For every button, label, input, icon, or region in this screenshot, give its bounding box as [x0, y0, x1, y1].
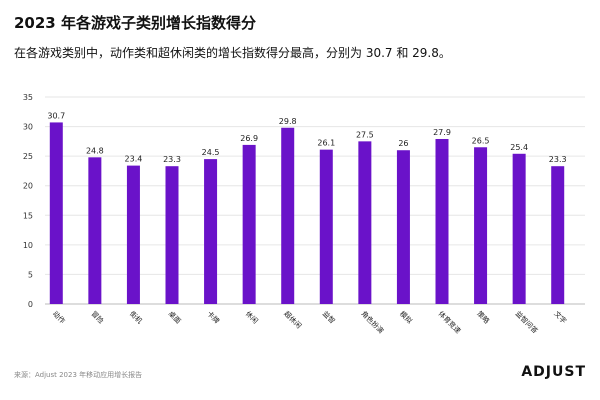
bar — [396, 150, 410, 304]
data-label: 26.9 — [240, 134, 258, 143]
x-tick-label: 体育竞速 — [437, 309, 463, 335]
y-tick-label: 0 — [28, 300, 33, 309]
y-tick-label: 10 — [23, 241, 33, 250]
bar — [242, 144, 256, 304]
bar — [281, 127, 295, 304]
bar — [512, 153, 526, 304]
data-label: 24.5 — [202, 148, 220, 157]
bar — [88, 157, 102, 304]
x-tick-label: 卡牌 — [205, 309, 221, 325]
bar-chart: 0 5 10 15 20 25 30 35 30.7 动作 24.8 冒险 23.4 街机 23.3 桌面 24… — [23, 93, 585, 335]
data-label: 29.8 — [279, 117, 297, 126]
x-tick-label: 益智 — [321, 309, 337, 325]
x-tick-label: 文字 — [552, 309, 568, 325]
bar — [358, 141, 372, 304]
x-tick-label: 动作 — [51, 309, 67, 325]
data-label: 23.3 — [549, 155, 567, 164]
bar — [319, 149, 333, 304]
data-label: 23.4 — [125, 155, 143, 164]
source-note: 来源：Adjust 2023 年移动应用增长报告 — [14, 371, 143, 379]
data-label: 26.1 — [317, 139, 335, 148]
data-label: 27.9 — [433, 128, 451, 137]
bar — [165, 166, 179, 304]
data-label: 24.8 — [86, 146, 104, 155]
bar — [49, 122, 63, 304]
y-tick-label: 5 — [28, 270, 33, 279]
y-tick-label: 30 — [23, 123, 33, 132]
x-tick-label: 冒险 — [89, 309, 105, 325]
y-tick-label: 15 — [23, 211, 33, 220]
data-label: 26 — [398, 139, 408, 148]
bar — [435, 138, 449, 304]
x-tick-label: 超休闲 — [282, 309, 303, 330]
data-label: 27.5 — [356, 130, 374, 139]
chart-subtitle: 在各游戏类别中，动作类和超休闲类的增长指数得分最高，分别为 30.7 和 29.… — [14, 46, 451, 60]
y-tick-label: 35 — [23, 93, 33, 102]
adjust-logo: ADJUST — [521, 364, 586, 380]
bar — [474, 147, 488, 304]
x-tick-label: 桌面 — [167, 309, 183, 325]
bar — [204, 159, 218, 304]
chart-title: 2023 年各游戏子类别增长指数得分 — [14, 14, 256, 32]
data-label: 30.7 — [47, 111, 65, 120]
bar — [126, 165, 140, 304]
x-tick-label: 策略 — [475, 309, 491, 325]
bar — [551, 166, 565, 304]
x-tick-label: 角色扮演 — [359, 309, 385, 335]
x-tick-label: 街机 — [128, 309, 144, 325]
data-label: 26.5 — [472, 136, 490, 145]
x-tick-label: 益智问答 — [514, 309, 540, 335]
y-tick-label: 25 — [23, 152, 33, 161]
data-label: 23.3 — [163, 155, 181, 164]
x-tick-label: 模拟 — [398, 309, 414, 325]
y-tick-label: 20 — [23, 182, 33, 191]
data-label: 25.4 — [510, 143, 528, 152]
x-tick-label: 休闲 — [244, 309, 260, 325]
